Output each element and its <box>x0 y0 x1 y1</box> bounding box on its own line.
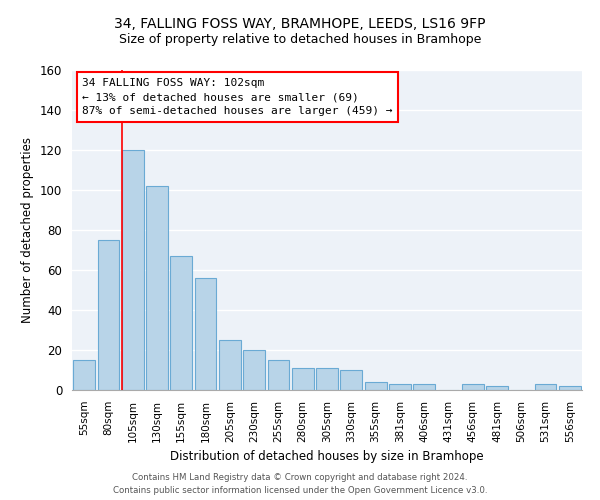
Bar <box>268 360 289 390</box>
Bar <box>462 384 484 390</box>
Bar <box>486 386 508 390</box>
Bar <box>292 368 314 390</box>
Text: Contains HM Land Registry data © Crown copyright and database right 2024.
Contai: Contains HM Land Registry data © Crown c… <box>113 474 487 495</box>
Bar <box>219 340 241 390</box>
Bar <box>97 240 119 390</box>
Bar <box>243 350 265 390</box>
Bar <box>340 370 362 390</box>
Bar <box>194 278 217 390</box>
Bar <box>170 256 192 390</box>
Text: 34, FALLING FOSS WAY, BRAMHOPE, LEEDS, LS16 9FP: 34, FALLING FOSS WAY, BRAMHOPE, LEEDS, L… <box>114 18 486 32</box>
Bar <box>559 386 581 390</box>
Bar <box>146 186 168 390</box>
Bar <box>122 150 143 390</box>
Y-axis label: Number of detached properties: Number of detached properties <box>22 137 34 323</box>
Bar <box>389 384 411 390</box>
Bar <box>73 360 95 390</box>
Text: 34 FALLING FOSS WAY: 102sqm
← 13% of detached houses are smaller (69)
87% of sem: 34 FALLING FOSS WAY: 102sqm ← 13% of det… <box>82 78 392 116</box>
X-axis label: Distribution of detached houses by size in Bramhope: Distribution of detached houses by size … <box>170 450 484 463</box>
Bar <box>316 368 338 390</box>
Bar <box>535 384 556 390</box>
Bar <box>365 382 386 390</box>
Text: Size of property relative to detached houses in Bramhope: Size of property relative to detached ho… <box>119 32 481 46</box>
Bar <box>413 384 435 390</box>
